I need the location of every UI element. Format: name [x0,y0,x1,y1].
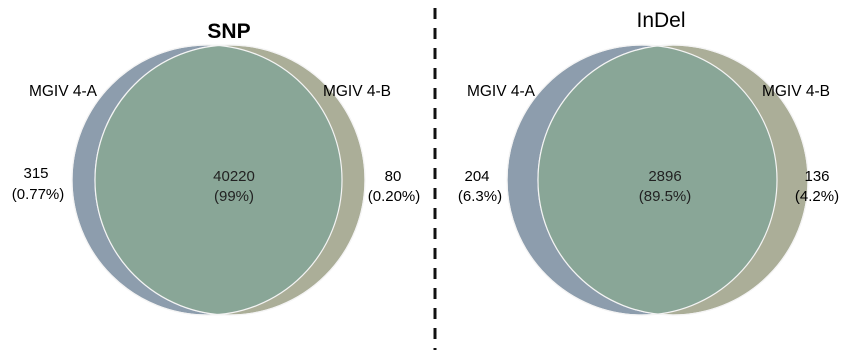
snp-shared-count: 40220 [213,168,255,185]
snp-venn: SNP MGIV 4-A MGIV 4-B 315 (0.77%) 40220 … [12,20,421,316]
snp-only-a-percent: (0.77%) [12,186,65,203]
snp-overlap-region [95,45,342,315]
snp-only-b-percent: (0.20%) [368,188,421,205]
indel-only-a-count: 204 [464,168,489,185]
indel-only-a-percent: (6.3%) [458,188,502,205]
snp-set-a-label: MGIV 4-A [29,83,98,100]
indel-only-b-count: 136 [804,168,829,185]
snp-shared-percent: (99%) [214,188,254,205]
indel-set-b-label: MGIV 4-B [762,83,830,100]
indel-only-b-percent: (4.2%) [795,188,839,205]
snp-only-b-count: 80 [385,168,402,185]
indel-set-a-label: MGIV 4-A [467,83,536,100]
indel-shared-percent: (89.5%) [639,188,692,205]
snp-title: SNP [207,20,250,43]
snp-set-b-label: MGIV 4-B [323,83,391,100]
indel-title: InDel [636,9,685,32]
indel-venn: InDel MGIV 4-A MGIV 4-B 204 (6.3%) 2896 … [458,9,839,316]
snp-only-a-count: 315 [23,165,48,182]
indel-overlap-region [538,45,777,315]
indel-shared-count: 2896 [648,168,681,185]
